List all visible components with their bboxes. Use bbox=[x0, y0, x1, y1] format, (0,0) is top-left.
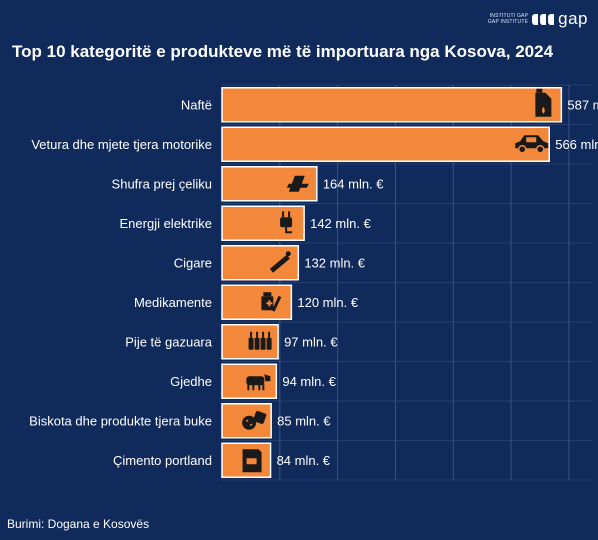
category-label: Biskota dhe produkte tjera buke bbox=[29, 413, 212, 428]
biscuits-icon bbox=[242, 410, 267, 430]
electric-plug-icon bbox=[280, 211, 293, 234]
bar bbox=[221, 245, 300, 281]
value-label: 132 mln. € bbox=[304, 255, 365, 270]
value-label: 164 mln. € bbox=[323, 176, 384, 191]
logo-caption-line2: GAP INSTITUTE bbox=[487, 19, 529, 25]
cow-icon bbox=[246, 374, 271, 391]
fuel-canister-icon bbox=[535, 88, 552, 117]
value-label: 120 mln. € bbox=[297, 295, 358, 310]
category-label: Çimento portland bbox=[113, 453, 212, 468]
logo-mark bbox=[532, 13, 555, 25]
logo-wordmark: gap bbox=[558, 9, 588, 28]
bar bbox=[221, 126, 550, 162]
category-label: Naftë bbox=[181, 97, 212, 112]
gap-logo: INSTITUTI GAP GAP INSTITUTE gap bbox=[488, 8, 588, 30]
value-label: 85 mln. € bbox=[277, 413, 331, 428]
bottles-icon bbox=[248, 331, 272, 350]
bar-chart: Naftë 587 mln. € Vetura dhe mjete tjera mo… bbox=[29, 84, 598, 481]
category-label: Shufra prej çeliku bbox=[112, 176, 212, 191]
value-label: 97 mln. € bbox=[284, 334, 338, 349]
logo-caption-line1: INSTITUTI GAP bbox=[489, 13, 529, 19]
steel-bar-icon bbox=[286, 175, 309, 192]
value-label: 587 mln. € bbox=[567, 97, 598, 112]
category-label: Energji elektrike bbox=[120, 216, 213, 231]
category-label: Medikamente bbox=[134, 295, 212, 310]
category-label: Cigare bbox=[174, 255, 212, 270]
car-icon bbox=[515, 135, 549, 154]
value-label: 566 mln. € bbox=[555, 137, 598, 152]
cigarette-icon bbox=[269, 251, 291, 273]
value-label: 84 mln. € bbox=[277, 453, 331, 468]
medicine-icon bbox=[261, 292, 282, 312]
cement-bag-icon bbox=[242, 449, 262, 473]
value-label: 142 mln. € bbox=[310, 216, 371, 231]
source-note: Burimi: Dogana e Kosovës bbox=[7, 517, 150, 531]
category-label: Gjedhe bbox=[170, 374, 212, 389]
chart-title: Top 10 kategoritë e produkteve më të imp… bbox=[12, 42, 554, 61]
category-label: Pije të gazuara bbox=[125, 334, 212, 349]
value-label: 94 mln. € bbox=[282, 374, 336, 389]
logo-caption: INSTITUTI GAP GAP INSTITUTE bbox=[488, 13, 528, 25]
bar bbox=[221, 284, 293, 320]
category-label: Vetura dhe mjete tjera motorike bbox=[31, 137, 212, 152]
bar bbox=[221, 87, 563, 123]
